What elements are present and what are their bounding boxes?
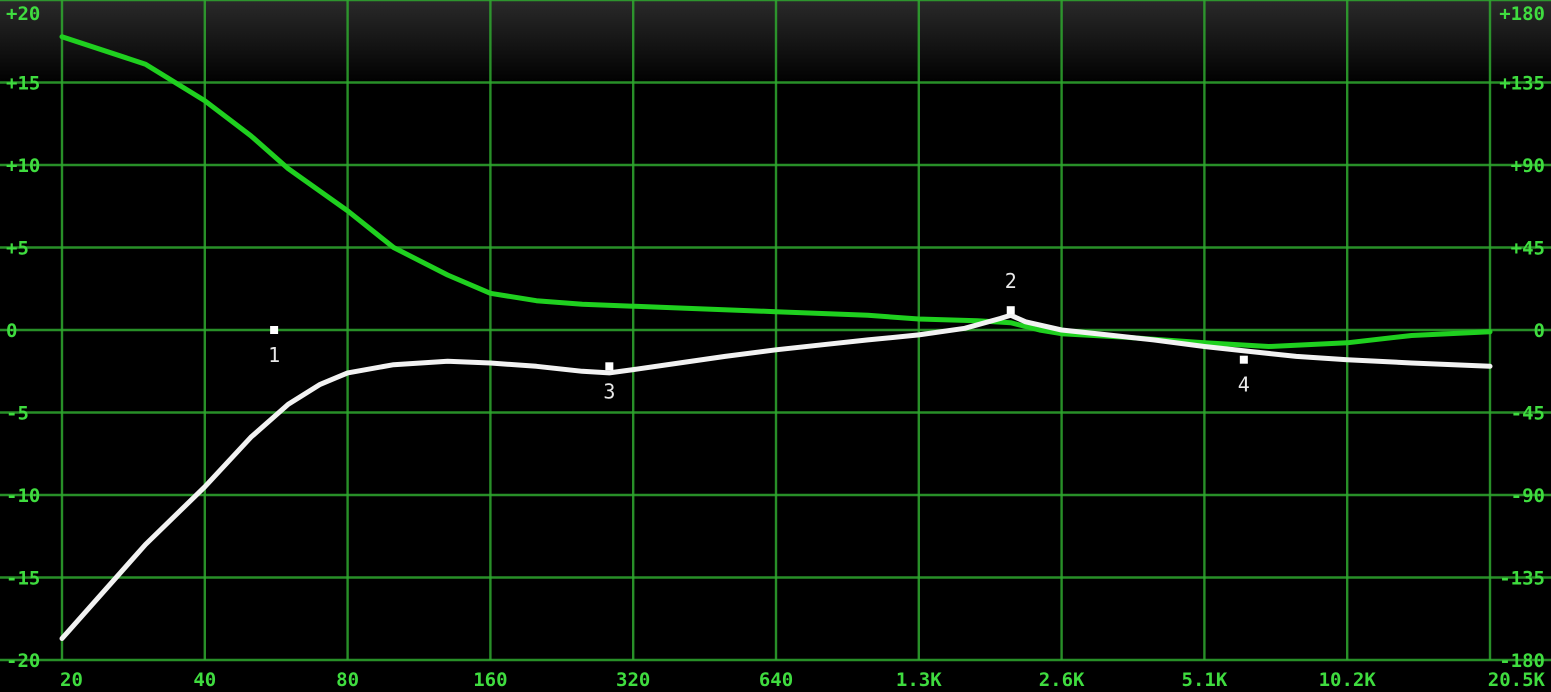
y-left-tick-label: +10 xyxy=(6,155,40,177)
y-right-tick-label: +45 xyxy=(1511,238,1545,260)
band-label-3: 3 xyxy=(603,379,615,403)
y-right-tick-label: -180 xyxy=(1499,650,1545,672)
y-left-tick-label: +15 xyxy=(6,73,40,95)
y-left-tick-label: -20 xyxy=(6,650,40,672)
x-tick-label: 1.3K xyxy=(896,669,942,691)
band-handle-1[interactable] xyxy=(270,326,279,334)
x-tick-label: 160 xyxy=(473,669,507,691)
y-left-tick-label: -15 xyxy=(6,568,40,590)
x-tick-label: 320 xyxy=(616,669,650,691)
y-right-tick-label: +135 xyxy=(1499,73,1545,95)
x-tick-label: 40 xyxy=(193,669,216,691)
y-right-tick-label: +180 xyxy=(1499,3,1545,25)
band-label-2: 2 xyxy=(1005,269,1017,293)
y-left-tick-label: +5 xyxy=(6,238,29,260)
band-handle-2[interactable] xyxy=(1006,306,1015,315)
y-right-tick-label: 0 xyxy=(1534,320,1545,342)
y-left-tick-label: +20 xyxy=(6,3,40,25)
y-right-tick-label: -45 xyxy=(1511,403,1545,425)
x-tick-label: 2.6K xyxy=(1039,669,1085,691)
band-label-4: 4 xyxy=(1238,373,1250,397)
x-tick-label: 640 xyxy=(759,669,793,691)
y-right-tick-label: -90 xyxy=(1511,485,1545,507)
x-tick-label: 10.2K xyxy=(1319,669,1377,691)
x-tick-label: 20 xyxy=(60,669,83,691)
y-left-tick-label: -5 xyxy=(6,403,29,425)
magnitude-curve xyxy=(59,312,1493,641)
y-right-tick-label: +90 xyxy=(1511,155,1545,177)
y-left-tick-label: 0 xyxy=(6,320,17,342)
y-left-tick-label: -10 xyxy=(6,485,40,507)
y-right-tick-label: -135 xyxy=(1499,568,1545,590)
x-tick-label: 80 xyxy=(336,669,359,691)
x-tick-label: 20.5K xyxy=(1488,669,1546,691)
band-handle-4[interactable] xyxy=(1239,355,1248,364)
phase-curve xyxy=(59,34,1493,349)
x-tick-label: 5.1K xyxy=(1182,669,1228,691)
band-label-1: 1 xyxy=(268,343,280,367)
band-handle-3[interactable] xyxy=(605,362,614,371)
